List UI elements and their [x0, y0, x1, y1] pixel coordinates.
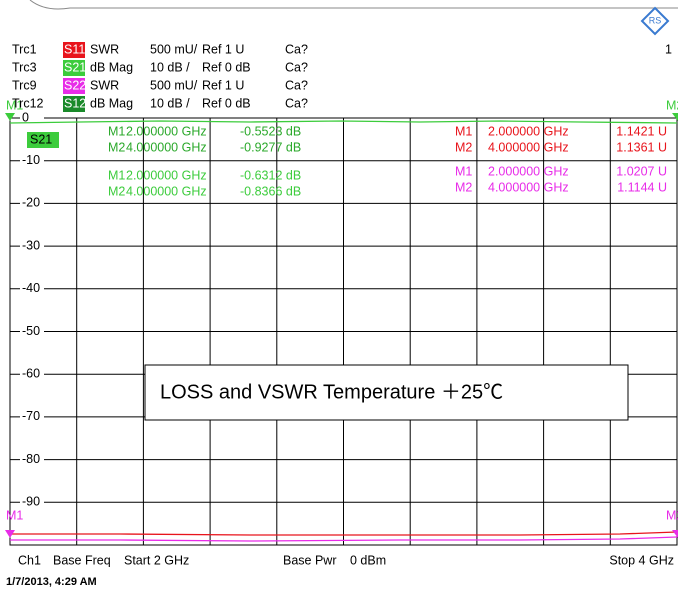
- marker-freq: 4.000000 GHz: [126, 184, 207, 198]
- edge-marker: M1: [6, 98, 23, 112]
- y-label: -10: [22, 153, 40, 167]
- y-label-bg: [20, 367, 44, 382]
- marker-name: M1: [108, 168, 125, 182]
- cal: Ca?: [285, 96, 308, 110]
- trace-name: Trc1: [12, 42, 37, 56]
- scale: 500 mU/: [150, 42, 198, 56]
- format: dB Mag: [90, 96, 133, 110]
- s21-trace: [9, 120, 678, 124]
- y-label-bg: [20, 452, 44, 467]
- annotation-box: [144, 364, 629, 421]
- timestamp: 1/7/2013, 4:29 AM: [6, 576, 97, 588]
- marker-flag: [5, 530, 15, 538]
- edge-marker: M2: [666, 508, 678, 522]
- marker-freq: 2.000000 GHz: [488, 164, 569, 178]
- scale: 500 mU/: [150, 78, 198, 92]
- marker-value: 1.1421 U: [616, 124, 667, 138]
- trace-name: Trc3: [12, 60, 37, 74]
- active-trace: S21: [30, 132, 52, 146]
- marker-name: M2: [455, 140, 472, 154]
- base-freq: Base Freq: [53, 553, 111, 567]
- marker-name: M1: [108, 124, 125, 138]
- svg-text:RS: RS: [649, 15, 662, 25]
- logo: RS: [640, 6, 670, 36]
- start: Start 2 GHz: [124, 553, 189, 567]
- ref: Ref 0 dB: [202, 96, 251, 110]
- marker-flag: [672, 113, 678, 121]
- tab-edge: [29, 0, 678, 10]
- y-label: -20: [22, 196, 40, 210]
- edge-marker: M1: [6, 508, 23, 522]
- param: S12: [64, 96, 86, 110]
- edge-marker: M2: [666, 98, 678, 112]
- trace-name: Trc9: [12, 78, 37, 92]
- marker-freq: 4.000000 GHz: [488, 180, 569, 194]
- annotation: LOSS and VSWR Temperature ＋25℃: [160, 381, 503, 403]
- y-label-bg: [20, 153, 44, 168]
- scale: 10 dB /: [150, 60, 190, 74]
- marker-value: -0.5523 dB: [240, 124, 301, 138]
- cal: Ca?: [285, 42, 308, 56]
- y-label-bg: [20, 495, 44, 510]
- format: dB Mag: [90, 60, 133, 74]
- y-label: -70: [22, 409, 40, 423]
- param: S21: [64, 60, 86, 74]
- y-label: -30: [22, 238, 40, 252]
- marker-value: 1.1144 U: [617, 180, 667, 194]
- marker-value: 1.0207 U: [616, 164, 667, 178]
- s22-trace: [10, 536, 678, 542]
- format: SWR: [90, 42, 119, 56]
- stop: Stop 4 GHz: [609, 553, 674, 567]
- y-label: -90: [22, 495, 40, 509]
- marker-freq: 2.000000 GHz: [126, 124, 207, 138]
- marker-name: M2: [108, 140, 125, 154]
- marker-value: -0.6312 dB: [240, 168, 301, 182]
- marker-name: M1: [455, 124, 472, 138]
- y-label-bg: [20, 239, 44, 254]
- marker-value: -0.8366 dB: [240, 184, 301, 198]
- param: S11: [64, 42, 85, 56]
- y-label: -60: [22, 366, 40, 380]
- page-number: 1: [665, 42, 672, 56]
- base-pwr: Base Pwr: [283, 553, 337, 567]
- marker-freq: 2.000000 GHz: [126, 168, 207, 182]
- marker-flag: [5, 113, 15, 121]
- y-label: -80: [22, 452, 40, 466]
- param-badge: [63, 96, 85, 112]
- marker-value: 1.1361 U: [616, 140, 667, 154]
- param-badge: [63, 60, 85, 76]
- y-label-bg: [20, 324, 44, 339]
- y-label: 0: [22, 110, 29, 124]
- param: S22: [64, 78, 86, 92]
- marker-name: M2: [455, 180, 472, 194]
- y-label-bg: [20, 111, 44, 125]
- power: 0 dBm: [350, 553, 386, 567]
- marker-freq: 2.000000 GHz: [488, 124, 569, 138]
- marker-freq: 4.000000 GHz: [488, 140, 569, 154]
- param-badge: [63, 78, 85, 94]
- ref: Ref 0 dB: [202, 60, 251, 74]
- marker-name: M2: [108, 184, 125, 198]
- s11-trace: [10, 531, 678, 536]
- marker-flag: [672, 530, 678, 538]
- y-label-bg: [20, 196, 44, 211]
- ref: Ref 1 U: [202, 78, 244, 92]
- active-badge: [27, 132, 59, 148]
- cal: Ca?: [285, 60, 308, 74]
- y-label: -50: [22, 324, 40, 338]
- format: SWR: [90, 78, 119, 92]
- marker-freq: 4.000000 GHz: [126, 140, 207, 154]
- param-badge: [63, 42, 85, 58]
- y-label-bg: [20, 281, 44, 296]
- ref: Ref 1 U: [202, 42, 244, 56]
- marker-name: M1: [455, 164, 472, 178]
- marker-value: -0.9277 dB: [240, 140, 301, 154]
- trace-name: Trc12: [12, 96, 44, 110]
- y-label: -40: [22, 281, 40, 295]
- channel: Ch1: [18, 553, 41, 567]
- y-label-bg: [20, 409, 44, 424]
- cal: Ca?: [285, 78, 308, 92]
- scale: 10 dB /: [150, 96, 190, 110]
